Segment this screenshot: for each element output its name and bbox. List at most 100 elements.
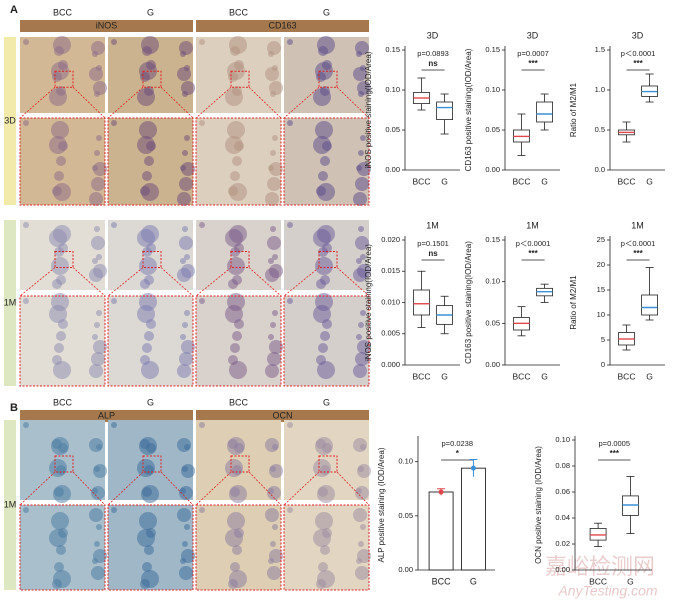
zoom-line [283,86,320,119]
watermark: 嘉峪检测网 [545,554,655,579]
texture [320,545,330,555]
texture [199,422,205,428]
stain-bar [196,20,369,32]
box [413,289,430,316]
texture [355,177,369,191]
texture [265,438,279,452]
group-header: BCC [229,397,249,407]
texture [23,222,29,228]
texture [181,340,195,354]
texture [23,422,29,428]
texture [353,364,367,378]
x-tick-label: BCC [513,176,531,186]
texture [355,352,369,366]
texture [49,229,67,247]
texture [179,236,193,250]
texture [287,222,293,228]
annotation-p: p=0.0005 [599,439,631,448]
texture [355,236,369,250]
texture [230,46,240,56]
annotation-sig: *** [633,59,643,68]
texture [225,136,243,154]
texture [265,192,279,206]
texture [268,334,274,340]
bar [460,467,486,571]
box [436,101,454,121]
texture [313,136,331,154]
texture [270,91,276,97]
texture [355,566,369,580]
texture [267,177,281,191]
texture [23,120,29,126]
texture [184,310,190,316]
y-tick-label: 0.5 [595,125,605,134]
texture [267,236,281,250]
zoom-line [107,471,144,506]
bar [428,491,454,571]
texture [360,310,366,316]
texture [51,512,69,530]
texture [318,562,328,572]
zoom-line [336,471,370,506]
zoom-line [160,86,194,119]
texture [227,121,245,139]
texture [353,67,367,81]
texture [52,439,62,449]
y-tick-label: 0.04 [555,513,570,522]
zoom-line [248,471,282,506]
texture [318,171,328,181]
texture [358,91,364,97]
texture [353,508,367,522]
x-tick-label: BCC [618,371,636,381]
texture [268,165,274,171]
texture [356,558,362,564]
y-tick-label: 1.5 [595,45,605,54]
texture [49,305,67,323]
texture [287,39,293,45]
texture [140,279,150,289]
texture [92,558,98,564]
y-axis-label: CD163 positive staining(IOD/Area) [464,241,473,364]
texture [91,236,105,250]
texture [268,488,274,494]
y-tick-label: 0.00 [385,165,400,174]
texture [91,177,105,191]
texture [318,487,328,497]
texture [180,558,186,564]
texture [228,439,238,449]
texture [320,331,330,341]
texture [315,257,333,275]
y-tick-label: 15 [597,285,605,294]
texture [177,67,191,81]
y-axis-label: iNOS positive staining(IOD/Area) [364,51,373,168]
texture [287,298,293,304]
texture [232,156,242,166]
texture [316,279,326,289]
texture [318,343,328,353]
bar-point [438,489,444,495]
x-tick-label: BCC [589,576,607,586]
texture [182,322,188,328]
texture [141,361,159,379]
y-tick-label: 0.0 [595,165,605,174]
texture [228,186,238,196]
annotation-sig: *** [528,59,538,68]
texture [272,524,278,530]
texture [54,46,64,56]
x-tick-label: G [646,176,653,186]
texture [353,438,367,452]
y-tick-label: 0.05 [385,125,400,134]
roi [318,70,338,88]
texture [270,150,276,156]
y-tick-label: 0 [601,360,605,369]
texture [96,135,102,141]
annotation-sig: *** [528,249,538,258]
group-header: G [323,7,330,17]
chart-title: 1M [631,220,644,230]
zoom-frame [107,504,194,591]
stain-label: CD163 [268,20,296,30]
texture [316,186,326,196]
texture [287,507,293,513]
y-tick-label: 5 [601,335,605,344]
